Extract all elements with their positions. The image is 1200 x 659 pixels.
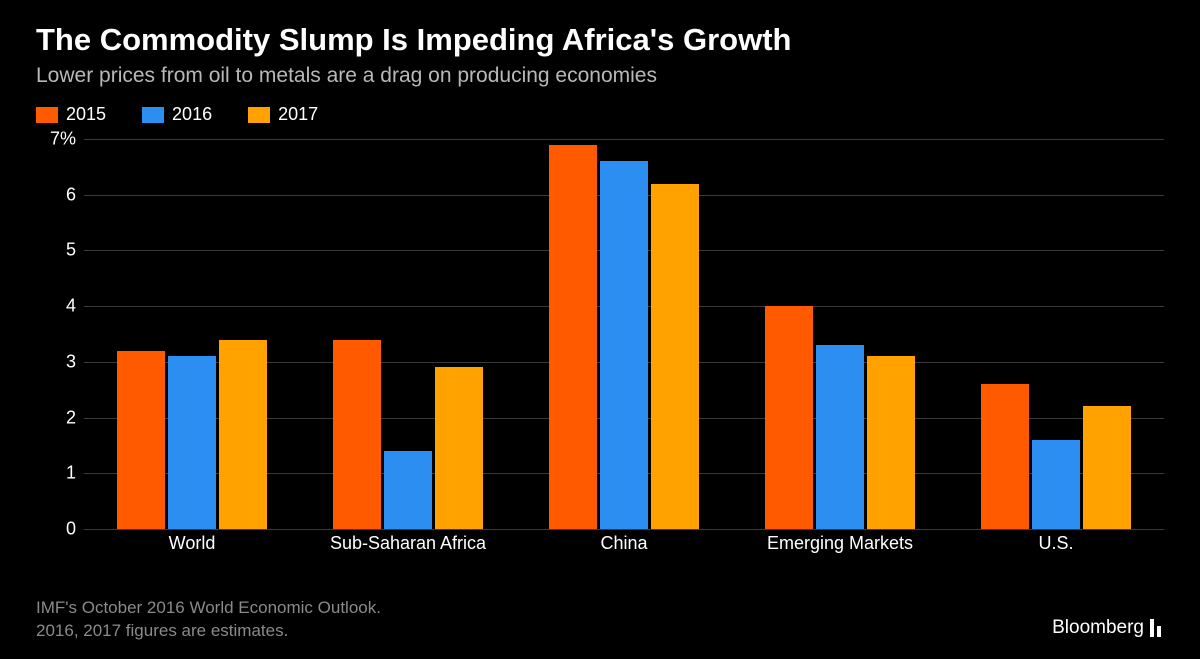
- bar-group: [732, 139, 948, 529]
- y-tick-label: 1: [36, 463, 76, 484]
- legend-label: 2015: [66, 104, 106, 125]
- bar-group: [300, 139, 516, 529]
- bar: [1032, 440, 1080, 529]
- legend-swatch: [36, 107, 58, 123]
- chart-container: The Commodity Slump Is Impeding Africa's…: [0, 0, 1200, 659]
- bar: [816, 345, 864, 529]
- bar: [219, 340, 267, 529]
- bar-group: [516, 139, 732, 529]
- footer-line: IMF's October 2016 World Economic Outloo…: [36, 597, 381, 620]
- y-tick-label: 3: [36, 351, 76, 372]
- legend-swatch: [142, 107, 164, 123]
- bar: [384, 451, 432, 529]
- bar: [867, 356, 915, 529]
- x-tick-label: Emerging Markets: [732, 533, 948, 554]
- chart-title: The Commodity Slump Is Impeding Africa's…: [36, 22, 1164, 58]
- y-tick-label: 7%: [36, 129, 76, 150]
- bar: [435, 367, 483, 529]
- y-tick-label: 2: [36, 407, 76, 428]
- bar: [549, 145, 597, 529]
- bar: [117, 351, 165, 529]
- gridline: [84, 529, 1164, 530]
- bar: [333, 340, 381, 529]
- bar: [981, 384, 1029, 529]
- legend-item-2017: 2017: [248, 104, 318, 125]
- x-tick-label: Sub-Saharan Africa: [300, 533, 516, 554]
- bar-group: [948, 139, 1164, 529]
- legend-item-2016: 2016: [142, 104, 212, 125]
- legend-item-2015: 2015: [36, 104, 106, 125]
- bar: [168, 356, 216, 529]
- x-tick-label: China: [516, 533, 732, 554]
- bar-group: [84, 139, 300, 529]
- chart-area: 01234567% WorldSub-Saharan AfricaChinaEm…: [36, 139, 1164, 559]
- y-tick-label: 4: [36, 296, 76, 317]
- x-axis-labels: WorldSub-Saharan AfricaChinaEmerging Mar…: [84, 533, 1164, 554]
- bar: [651, 184, 699, 529]
- legend-label: 2017: [278, 104, 318, 125]
- brand-label: Bloomberg: [1052, 617, 1164, 639]
- footer-line: 2016, 2017 figures are estimates.: [36, 620, 381, 643]
- y-tick-label: 0: [36, 519, 76, 540]
- legend-label: 2016: [172, 104, 212, 125]
- x-tick-label: U.S.: [948, 533, 1164, 554]
- chart-subtitle: Lower prices from oil to metals are a dr…: [36, 64, 1164, 88]
- bar-groups: [84, 139, 1164, 529]
- x-tick-label: World: [84, 533, 300, 554]
- brand-text: Bloomberg: [1052, 617, 1144, 639]
- legend-swatch: [248, 107, 270, 123]
- plot-area: [84, 139, 1164, 529]
- bloomberg-icon: [1150, 619, 1164, 637]
- bar: [1083, 406, 1131, 529]
- y-tick-label: 6: [36, 184, 76, 205]
- bar: [765, 306, 813, 529]
- y-tick-label: 5: [36, 240, 76, 261]
- source-footer: IMF's October 2016 World Economic Outloo…: [36, 597, 381, 643]
- bar: [600, 161, 648, 529]
- legend: 2015 2016 2017: [36, 104, 1164, 125]
